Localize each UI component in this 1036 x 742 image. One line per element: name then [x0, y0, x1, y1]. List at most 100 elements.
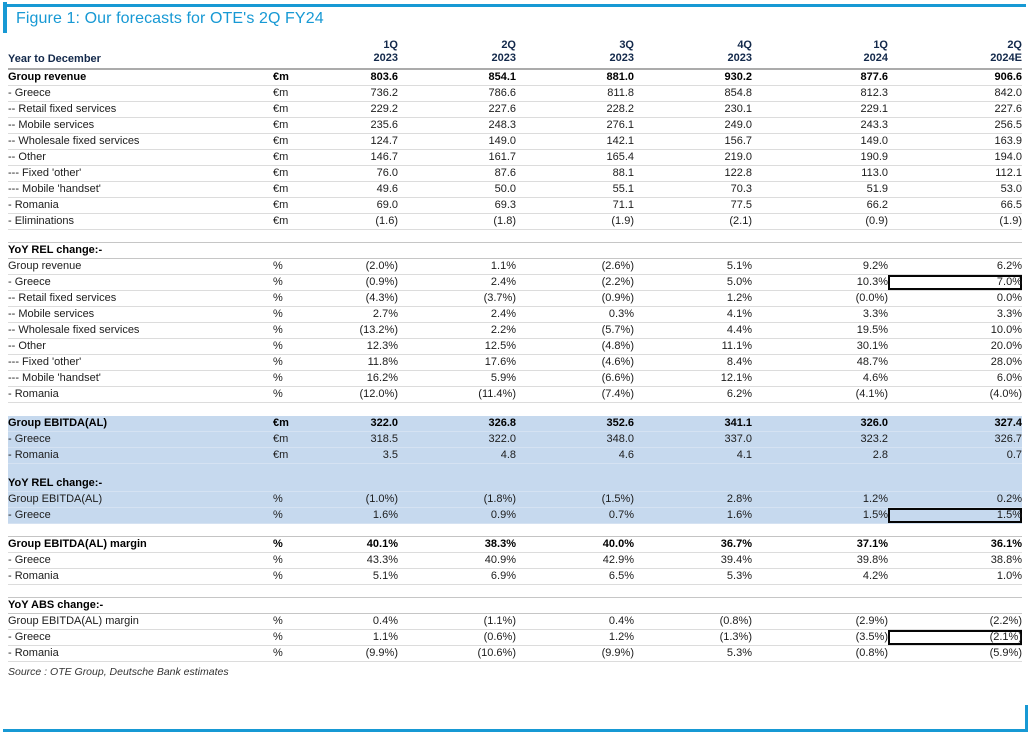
row-label: -- Retail fixed services	[8, 290, 272, 307]
unit-cell: %	[272, 370, 340, 387]
value-cell: 229.2	[340, 101, 398, 118]
value-cell: (9.9%)	[340, 645, 398, 662]
unit-cell: %	[272, 568, 340, 585]
table-row: - Greece% 1.1% (0.6%) 1.2% (1.3%) (3.5%) (2.1%…	[8, 629, 1022, 646]
value-cell: 10.0%	[888, 322, 1022, 339]
unit-cell: €m	[272, 69, 340, 86]
value-cell: (11.4%)	[398, 386, 516, 403]
unit-cell: %	[272, 274, 340, 291]
value-cell: (4.6%)	[516, 354, 634, 371]
value-cell: 39.8%	[752, 552, 888, 569]
value-cell: 6.2%	[888, 258, 1022, 275]
value-cell: (10.6%)	[398, 645, 516, 662]
value-cell: (0.9)	[752, 213, 888, 230]
table-row: - Greece €m 736.2 786.6 811.8 854.8 812.3 842.0	[8, 85, 1022, 102]
value-cell: (2.9%)	[752, 613, 888, 630]
value-cell: 0.7	[888, 447, 1022, 464]
spacer-cell	[8, 585, 1022, 598]
value-cell: 4.2%	[752, 568, 888, 585]
value-cell: (1.3%)	[634, 629, 752, 646]
row-label: Group revenue	[8, 258, 272, 275]
value-cell: 42.9%	[516, 552, 634, 569]
empty-cell	[752, 242, 888, 259]
value-cell: 40.9%	[398, 552, 516, 569]
table-row: -- Wholesale fixed services €m 124.7 149.0 1…	[8, 133, 1022, 150]
row-label: - Greece	[8, 274, 272, 291]
figure-title-block: Figure 1: Our forecasts for OTE's 2Q FY2…	[3, 2, 1036, 33]
value-cell: 786.6	[398, 85, 516, 102]
value-cell: 5.9%	[398, 370, 516, 387]
figure-frame-top-rule	[3, 4, 1026, 7]
spacer-cell	[8, 230, 1022, 243]
value-cell: 69.0	[340, 197, 398, 214]
table-row: Group EBITDA(AL) margin% 40.1% 38.3% 40.0% 3…	[8, 536, 1022, 553]
value-cell: 30.1%	[752, 338, 888, 355]
table-row: Group EBITDA(AL)% (1.0%) (1.8%) (1.5%) 2.8% 1…	[8, 491, 1022, 508]
value-cell: (1.9)	[516, 213, 634, 230]
unit-cell: %	[272, 386, 340, 403]
value-cell: 1.2%	[516, 629, 634, 646]
value-cell: 113.0	[752, 165, 888, 182]
value-cell: 322.0	[398, 431, 516, 448]
value-cell: 161.7	[398, 149, 516, 166]
spacer-row	[8, 230, 1022, 243]
value-cell: (3.5%)	[752, 629, 888, 646]
value-cell: (5.7%)	[516, 322, 634, 339]
value-cell: (2.1)	[634, 213, 752, 230]
unit-cell: %	[272, 491, 340, 508]
empty-cell	[888, 242, 1022, 259]
table-row: --- Mobile 'handset' €m 49.6 50.0 55.1 70.3 51…	[8, 181, 1022, 198]
unit-cell: €m	[272, 181, 340, 198]
value-cell: 235.6	[340, 117, 398, 134]
table-row: - Greece €m 318.5 322.0 348.0 337.0 323.2 326.7	[8, 431, 1022, 448]
value-cell: (0.9%)	[340, 274, 398, 291]
value-cell: 156.7	[634, 133, 752, 150]
unit-column-header	[272, 39, 340, 70]
value-cell: 2.8%	[634, 491, 752, 508]
value-cell: 0.4%	[340, 613, 398, 630]
table-row: Group EBITDA(AL) margin% 0.4% (1.1%) 0.4% (0…	[8, 613, 1022, 630]
value-cell: 28.0%	[888, 354, 1022, 371]
value-cell: 1.1%	[398, 258, 516, 275]
value-cell: (5.9%)	[888, 645, 1022, 662]
value-cell: 842.0	[888, 85, 1022, 102]
value-cell: 4.6	[516, 447, 634, 464]
unit-cell: €m	[272, 101, 340, 118]
value-cell: 1.6%	[634, 507, 752, 524]
empty-cell	[634, 476, 752, 492]
source-note: Source : OTE Group, Deutsche Bank estima…	[8, 666, 229, 678]
value-cell: 12.1%	[634, 370, 752, 387]
row-label: - Romania	[8, 645, 272, 662]
unit-cell: €m	[272, 165, 340, 182]
value-cell: (2.2%)	[516, 274, 634, 291]
row-label: --- Fixed 'other'	[8, 354, 272, 371]
empty-cell	[398, 242, 516, 259]
value-cell: (1.1%)	[398, 613, 516, 630]
table-row: Group EBITDA(AL) €m 322.0 326.8 352.6 341.1 32…	[8, 415, 1022, 432]
value-cell: 66.5	[888, 197, 1022, 214]
value-cell: 48.7%	[752, 354, 888, 371]
value-cell: 36.7%	[634, 536, 752, 553]
row-label: Group EBITDA(AL) margin	[8, 613, 272, 630]
value-cell: (2.6%)	[516, 258, 634, 275]
empty-cell	[752, 597, 888, 614]
row-label: - Greece	[8, 431, 272, 448]
value-cell: 6.2%	[634, 386, 752, 403]
section-header-row: YoY REL change:-	[8, 242, 1022, 259]
forecast-table: Year to December 1Q 2023 2Q 2023 3Q 2023…	[8, 39, 1022, 662]
value-cell: 3.5	[340, 447, 398, 464]
value-cell: 122.8	[634, 165, 752, 182]
figure-frame-right-stub	[1025, 705, 1028, 732]
value-cell: 53.0	[888, 181, 1022, 198]
row-label: -- Retail fixed services	[8, 101, 272, 118]
value-cell: 229.1	[752, 101, 888, 118]
unit-cell: €m	[272, 197, 340, 214]
value-cell: 146.7	[340, 149, 398, 166]
value-cell: 50.0	[398, 181, 516, 198]
section-header-row: YoY ABS change:-	[8, 597, 1022, 614]
column-header-3q-2023: 3Q 2023	[516, 39, 634, 70]
empty-cell	[340, 476, 398, 492]
value-cell: 1.6%	[340, 507, 398, 524]
row-label: - Eliminations	[8, 213, 272, 230]
value-cell: 10.3%	[752, 274, 888, 291]
